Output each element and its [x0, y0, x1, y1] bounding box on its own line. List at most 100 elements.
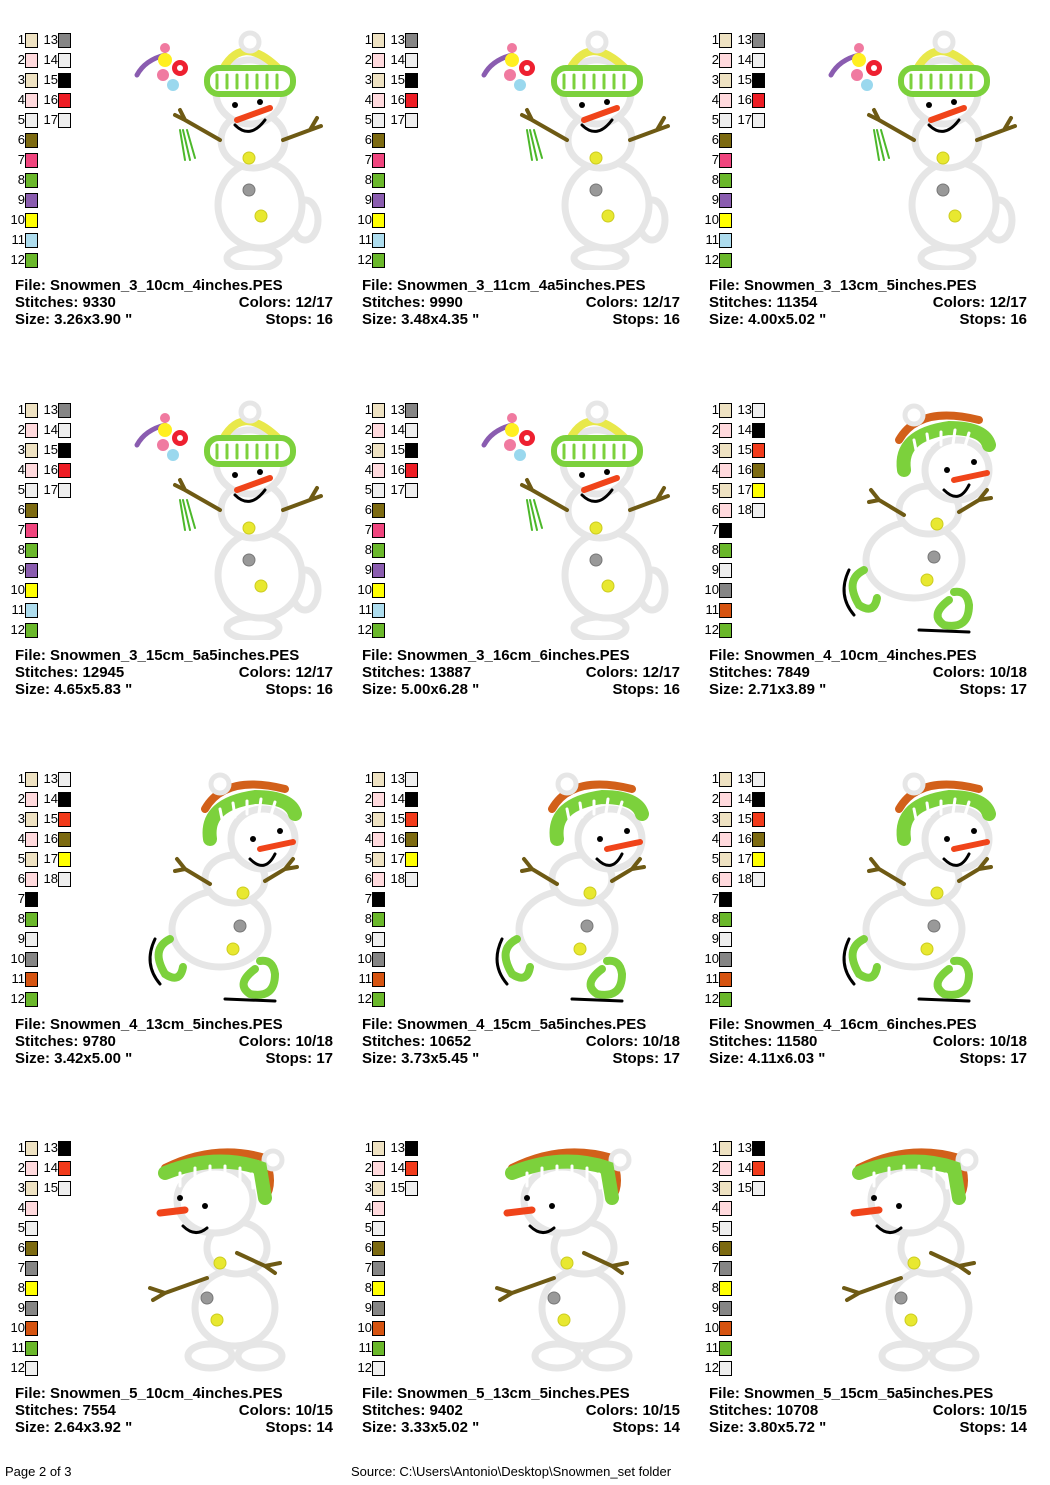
color-swatch — [719, 971, 732, 987]
color-swatch — [719, 502, 732, 518]
color-index: 9 — [711, 192, 719, 207]
stitch-count: Stitches: 12945 — [15, 664, 125, 681]
color-swatch — [25, 1240, 38, 1256]
color-index: 6 — [364, 502, 372, 517]
color-swatch — [752, 1180, 765, 1196]
color-swatch — [719, 582, 732, 598]
color-swatch — [719, 132, 732, 148]
color-count: Colors: 12/17 — [932, 294, 1027, 311]
color-swatch — [719, 1240, 732, 1256]
color-index: 3 — [364, 442, 372, 457]
design-preview — [125, 769, 345, 1009]
color-swatch — [25, 232, 38, 248]
color-swatch — [405, 811, 418, 827]
color-swatch — [25, 851, 38, 867]
color-index: 8 — [364, 542, 372, 557]
color-swatch — [372, 152, 385, 168]
color-index: 14 — [390, 1160, 405, 1175]
color-index: 2 — [364, 422, 372, 437]
color-swatch — [25, 1260, 38, 1276]
color-index: 9 — [17, 1300, 25, 1315]
design-preview — [819, 769, 1039, 1009]
color-swatch — [719, 192, 732, 208]
color-index: 15 — [737, 1180, 752, 1195]
file-name: File: Snowmen_3_13cm_5inches.PES — [709, 277, 977, 294]
stitch-count: Stitches: 10708 — [709, 1402, 819, 1419]
color-swatch — [752, 92, 765, 108]
stitch-count: Stitches: 11580 — [709, 1033, 818, 1050]
color-swatch — [372, 622, 385, 638]
color-index: 15 — [390, 811, 405, 826]
stitch-count: Stitches: 13887 — [362, 664, 472, 681]
color-swatch — [58, 811, 71, 827]
color-swatch — [372, 32, 385, 48]
color-swatch — [25, 1180, 38, 1196]
color-index: 9 — [364, 192, 372, 207]
color-count: Colors: 10/18 — [932, 1033, 1027, 1050]
color-swatch — [719, 112, 732, 128]
color-index: 8 — [711, 911, 719, 926]
color-swatch — [58, 442, 71, 458]
color-swatch — [752, 1140, 765, 1156]
color-index: 4 — [364, 92, 372, 107]
color-index: 10 — [704, 1320, 719, 1335]
color-swatch — [752, 32, 765, 48]
snowman-with-flowers-icon — [134, 30, 323, 273]
color-index: 5 — [17, 851, 25, 866]
color-index: 3 — [17, 811, 25, 826]
color-index: 17 — [43, 851, 58, 866]
color-index: 15 — [43, 442, 58, 457]
color-index: 15 — [737, 72, 752, 87]
color-index: 10 — [10, 582, 25, 597]
color-swatch — [58, 112, 71, 128]
color-swatch — [25, 482, 38, 498]
design-preview — [125, 30, 345, 273]
color-swatch — [25, 252, 38, 268]
color-index: 16 — [390, 92, 405, 107]
color-count: Colors: 10/18 — [932, 664, 1027, 681]
color-index: 6 — [711, 132, 719, 147]
design-info: File: Snowmen_3_15cm_5a5inches.PES Stitch… — [15, 647, 333, 698]
color-index: 4 — [17, 831, 25, 846]
color-index: 11 — [705, 1340, 720, 1355]
color-swatch — [25, 172, 38, 188]
color-swatch — [719, 871, 732, 887]
design-size: Size: 3.26x3.90 " — [15, 311, 133, 328]
color-index: 2 — [17, 422, 25, 437]
file-name: File: Snowmen_4_13cm_5inches.PES — [15, 1016, 283, 1033]
color-swatch — [372, 931, 385, 947]
color-swatch — [719, 1140, 732, 1156]
design-preview — [125, 400, 345, 643]
color-index: 3 — [17, 1180, 25, 1195]
color-swatch — [752, 112, 765, 128]
color-swatch — [25, 1200, 38, 1216]
stitch-count: Stitches: 9780 — [15, 1033, 116, 1050]
color-index: 10 — [10, 212, 25, 227]
color-index: 14 — [43, 1160, 58, 1175]
color-index: 13 — [737, 1140, 752, 1155]
design-info: File: Snowmen_4_15cm_5a5inches.PES Stitch… — [362, 1016, 680, 1067]
snowman-waving-icon — [842, 1148, 980, 1372]
color-index: 11 — [358, 232, 373, 247]
design-info: File: Snowmen_4_16cm_6inches.PES Stitches… — [709, 1016, 1027, 1067]
color-swatch — [719, 1220, 732, 1236]
color-swatch — [372, 422, 385, 438]
color-index: 9 — [364, 931, 372, 946]
color-index: 11 — [11, 602, 26, 617]
color-index: 2 — [17, 1160, 25, 1175]
color-index: 14 — [390, 52, 405, 67]
color-index: 15 — [737, 442, 752, 457]
color-index: 7 — [364, 1260, 372, 1275]
color-swatch — [25, 602, 38, 618]
color-index: 11 — [11, 1340, 26, 1355]
color-swatch — [25, 442, 38, 458]
color-swatch — [58, 871, 71, 887]
color-index: 14 — [737, 422, 752, 437]
file-name: File: Snowmen_3_11cm_4a5inches.PES — [362, 277, 646, 294]
snowman-skating-icon — [842, 772, 996, 1003]
color-index: 1 — [711, 771, 719, 786]
color-swatch — [25, 771, 38, 787]
design-card: 1 2 3 4 5 6 7 8 9 10 11 12 13 14 15 16 17 — [11, 30, 345, 360]
color-swatch — [405, 831, 418, 847]
design-card: 1 2 3 4 5 6 7 8 9 10 11 12 13 14 15 16 17 — [358, 400, 692, 730]
